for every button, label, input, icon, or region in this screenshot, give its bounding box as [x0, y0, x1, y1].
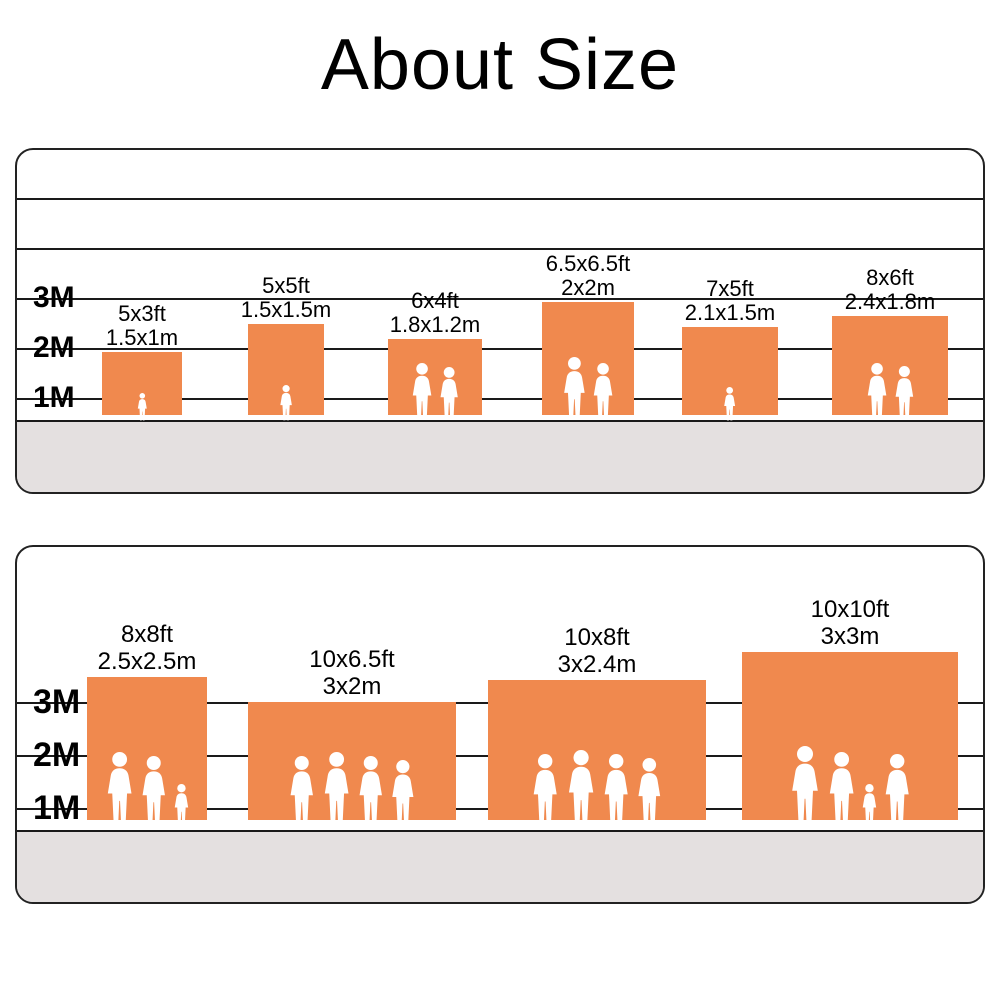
size-label-m: 2.4x1.8m	[844, 288, 936, 314]
size-label: 6x4ft 1.8x1.2m	[315, 287, 555, 337]
size-bar	[248, 702, 456, 820]
size-bar	[832, 316, 948, 415]
size-label-ft: 6.5x6.5ft	[545, 250, 631, 276]
size-label-ft: 10x10ft	[810, 596, 890, 624]
size-bar	[542, 302, 634, 415]
size-label: 5x3ft 1.5x1m	[22, 300, 262, 350]
person-silhouette-icon	[290, 756, 313, 825]
person-silhouette-icon	[563, 357, 585, 420]
size-label-m: 3x2.4m	[557, 650, 637, 678]
person-silhouette-icon	[594, 363, 613, 420]
axis-label: 2M	[33, 331, 75, 364]
size-label: 7x5ft 2.1x1.5m	[610, 275, 850, 325]
axis-label: 2M	[33, 736, 81, 774]
person-silhouette-icon	[174, 784, 189, 826]
person-silhouette-icon	[392, 760, 414, 825]
size-label-ft: 7x5ft	[706, 275, 754, 301]
ground-strip	[17, 420, 983, 492]
person-silhouette-icon	[862, 784, 877, 826]
gridline	[17, 248, 983, 250]
size-label: 10x10ft 3x3m	[730, 596, 970, 650]
size-label: 5x5ft 1.5x1.5m	[166, 272, 406, 322]
size-label-ft: 10x8ft	[564, 624, 630, 652]
person-silhouette-icon	[604, 754, 628, 825]
size-label-ft: 5x5ft	[262, 272, 310, 298]
size-label-ft: 8x8ft	[120, 621, 174, 649]
person-silhouette-icon	[867, 363, 886, 420]
axis-label: 1M	[33, 381, 75, 414]
person-silhouette-icon	[280, 385, 292, 421]
gridline	[17, 398, 983, 400]
axis-label: 1M	[33, 789, 81, 827]
gridline	[17, 298, 983, 300]
size-chart-panel-large: 3M 2M 1M 8x8ft 2.5x2.5m 10x6.5ft 3x2m 10x8ft 3x2…	[15, 545, 985, 904]
person-silhouette-icon	[885, 754, 909, 825]
person-silhouette-icon	[724, 387, 736, 421]
person-silhouette-icon	[359, 756, 382, 825]
person-silhouette-icon	[829, 752, 854, 825]
size-label: 6.5x6.5ft 2x2m	[468, 250, 708, 300]
size-bar	[388, 339, 482, 415]
person-silhouette-icon	[137, 393, 147, 421]
size-label-m: 2x2m	[561, 274, 615, 300]
axis-label: 3M	[33, 683, 81, 721]
person-silhouette-icon	[533, 754, 557, 825]
person-silhouette-icon	[791, 746, 818, 825]
person-silhouette-icon	[568, 750, 593, 825]
gridline	[17, 198, 983, 200]
person-silhouette-icon	[895, 366, 913, 420]
size-label-ft: 5x3ft	[118, 300, 166, 326]
size-label-m: 1.5x1.5m	[240, 296, 332, 322]
size-label-m: 1.5x1m	[105, 324, 179, 350]
size-label: 8x8ft 2.5x2.5m	[27, 621, 267, 675]
size-label-ft: 10x6.5ft	[309, 646, 395, 674]
page-title: About Size	[320, 25, 680, 105]
size-bar	[488, 680, 706, 820]
size-label-m: 2.5x2.5m	[97, 647, 197, 675]
size-label-m: 3x3m	[820, 622, 880, 650]
person-silhouette-icon	[638, 758, 661, 825]
person-silhouette-icon	[107, 752, 132, 825]
size-bar	[87, 677, 207, 820]
axis-label: 3M	[33, 281, 75, 314]
gridline	[17, 348, 983, 350]
person-silhouette-icon	[142, 756, 166, 825]
size-label-m: 1.8x1.2m	[389, 311, 481, 337]
person-silhouette-icon	[440, 367, 458, 420]
size-label: 10x6.5ft 3x2m	[232, 646, 472, 700]
ground-strip	[17, 830, 983, 902]
size-label: 8x6ft 2.4x1.8m	[770, 264, 983, 314]
person-silhouette-icon	[412, 363, 432, 420]
size-label-ft: 8x6ft	[866, 264, 914, 290]
size-chart-panel-small: 3M 2M 1M 5x3ft 1.5x1m 5x5ft 1.5x1.5m 6x4ft 1.8x1…	[15, 148, 985, 494]
size-label: 10x8ft 3x2.4m	[477, 624, 717, 678]
person-silhouette-icon	[324, 752, 348, 825]
size-label-ft: 6x4ft	[411, 287, 459, 313]
size-label-m: 2.1x1.5m	[684, 299, 776, 325]
size-label-m: 3x2m	[322, 672, 382, 700]
